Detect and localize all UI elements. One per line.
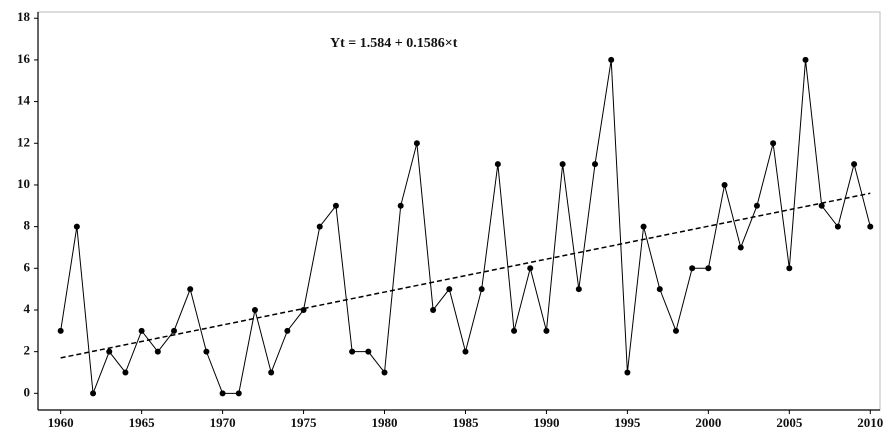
plot-frame xyxy=(37,11,881,411)
y-tick-label: 6 xyxy=(24,259,31,274)
data-point xyxy=(381,369,388,376)
x-tick-label: 1965 xyxy=(129,415,156,430)
data-point xyxy=(235,390,242,397)
data-point xyxy=(575,286,582,293)
data-point xyxy=(187,286,194,293)
annotation: Yt = 1.584 + 0.1586×t xyxy=(330,36,458,51)
data-point xyxy=(397,202,404,209)
data-point xyxy=(268,369,275,376)
data-point xyxy=(511,327,518,334)
y-tick-label: 2 xyxy=(24,343,31,358)
y-tick-label: 8 xyxy=(24,218,31,233)
x-tick-label: 1995 xyxy=(614,415,641,430)
data-point xyxy=(154,348,161,355)
x-tick-label: 2005 xyxy=(776,415,803,430)
x-tick-label: 2000 xyxy=(695,415,721,430)
y-tick-label: 12 xyxy=(17,134,30,149)
data-point xyxy=(138,327,145,334)
data-point xyxy=(592,161,599,168)
data-point xyxy=(656,286,663,293)
data-point xyxy=(818,202,825,209)
x-tick-label: 2010 xyxy=(857,415,883,430)
data-point xyxy=(834,223,841,230)
data-point xyxy=(559,161,566,168)
data-point xyxy=(219,390,226,397)
data-point xyxy=(737,244,744,251)
data-point xyxy=(462,348,469,355)
data-point xyxy=(867,223,874,230)
data-point xyxy=(786,265,793,272)
y-tick-label: 4 xyxy=(24,301,31,316)
data-point xyxy=(300,306,307,313)
data-point xyxy=(122,369,129,376)
data-point xyxy=(624,369,631,376)
data-point xyxy=(284,327,291,334)
x-tick-label: 1980 xyxy=(372,415,398,430)
data-point xyxy=(753,202,760,209)
y-tick-label: 0 xyxy=(24,384,31,399)
data-point xyxy=(251,306,258,313)
data-point xyxy=(689,265,696,272)
y-tick-label: 18 xyxy=(17,9,31,24)
data-point xyxy=(57,327,64,334)
data-point xyxy=(672,327,679,334)
x-tick-label: 1985 xyxy=(452,415,479,430)
y-tick-label: 16 xyxy=(17,51,31,66)
data-point xyxy=(316,223,323,230)
data-point xyxy=(446,286,453,293)
data-point xyxy=(203,348,210,355)
data-point xyxy=(640,223,647,230)
data-point xyxy=(721,181,728,188)
x-tick-label: 1975 xyxy=(291,415,318,430)
x-tick-label: 1970 xyxy=(210,415,236,430)
x-tick-label: 1990 xyxy=(533,415,559,430)
data-point xyxy=(705,265,712,272)
data-point xyxy=(430,306,437,313)
y-tick-label: 10 xyxy=(17,176,30,191)
data-point xyxy=(171,327,178,334)
data-point xyxy=(608,56,615,63)
y-tick-label: 14 xyxy=(17,93,31,108)
data-point xyxy=(478,286,485,293)
x-tick-label: 1960 xyxy=(48,415,74,430)
data-point xyxy=(527,265,534,272)
data-point xyxy=(770,140,777,147)
data-line xyxy=(60,59,871,394)
data-point xyxy=(106,348,113,355)
data-point xyxy=(802,56,809,63)
data-point xyxy=(413,140,420,147)
trend-line xyxy=(60,192,871,359)
data-point xyxy=(365,348,372,355)
data-point xyxy=(90,390,97,397)
data-point xyxy=(494,161,501,168)
data-point xyxy=(851,161,858,168)
data-point xyxy=(349,348,356,355)
data-point xyxy=(543,327,550,334)
data-point xyxy=(73,223,80,230)
data-point xyxy=(332,202,339,209)
